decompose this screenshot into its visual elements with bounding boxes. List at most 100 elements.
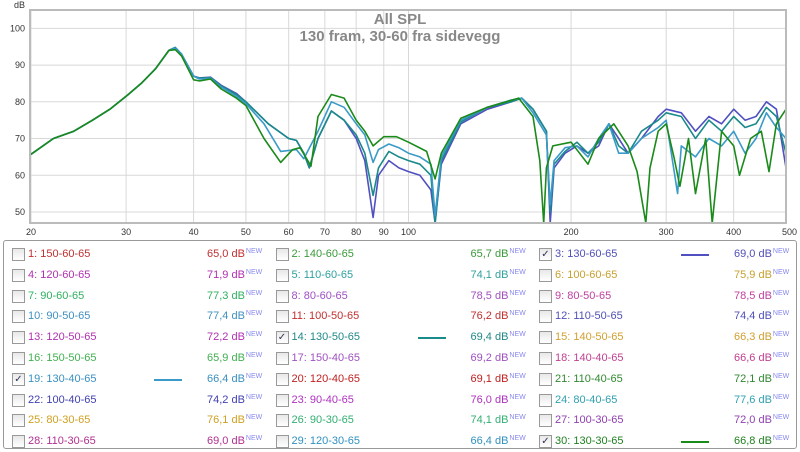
measurement-checkbox[interactable] — [275, 248, 289, 261]
measurement-label[interactable]: 5: 110-60-65 — [291, 268, 354, 281]
measurement-label[interactable]: 22: 100-40-65 — [28, 393, 97, 406]
measurement-label[interactable]: 17: 150-40-65 — [291, 352, 361, 364]
legend-item: 18: 140-40-65 66,6 dBNEW — [535, 351, 797, 367]
measurement-label[interactable]: 1: 150-60-65 — [28, 248, 91, 260]
measurement-checkbox[interactable] — [12, 331, 25, 345]
trace-color-swatch[interactable] — [417, 337, 446, 340]
level-value: 76,0 dB — [470, 393, 509, 406]
spl-chart[interactable]: dB 20 30 40 50 60 70 80 90 100 200 300 400 500 Hz 50 6… — [0, 0, 800, 240]
level-value: 65,9 dB — [207, 352, 245, 364]
measurement-label[interactable]: 7: 90-60-65 — [28, 289, 85, 302]
measurement-checkbox[interactable] — [12, 289, 25, 303]
measurement-checkbox[interactable] — [539, 268, 552, 282]
legend-item: 6: 100-60-65 75,9 dBNEW — [535, 268, 797, 284]
new-badge: NEW — [245, 372, 263, 380]
y-tick-label: 60 — [15, 170, 25, 180]
x-tick-label: 30 — [121, 227, 131, 237]
measurement-checkbox[interactable] — [275, 414, 289, 428]
measurement-checkbox[interactable] — [275, 289, 289, 303]
legend-item: 7: 90-60-65 77,3 dBNEW — [8, 289, 270, 305]
measurement-checkbox[interactable] — [12, 393, 25, 407]
measurement-label[interactable]: 6: 100-60-65 — [555, 268, 618, 281]
measurement-level: 75,9 dBNEW — [734, 269, 789, 281]
measurement-checkbox[interactable]: ✓ — [275, 331, 289, 345]
measurement-level: 69,1 dBNEW — [471, 373, 526, 385]
level-value: 78,5 dB — [470, 289, 509, 302]
measurement-label[interactable]: 28: 110-30-65 — [28, 435, 96, 448]
measurement-checkbox[interactable] — [12, 248, 25, 261]
legend-item: 23: 90-40-65 76,0 dBNEW — [272, 393, 534, 409]
measurement-label[interactable]: 15: 140-50-65 — [555, 331, 624, 344]
measurement-label[interactable]: 20: 120-40-65 — [291, 372, 361, 385]
legend-item: 24: 80-40-65 77,6 dBNEW — [535, 393, 797, 409]
new-badge: NEW — [772, 435, 790, 443]
level-value: 74,1 dB — [470, 414, 509, 427]
measurement-checkbox[interactable] — [539, 414, 552, 428]
measurement-checkbox[interactable] — [539, 393, 552, 407]
measurement-label[interactable]: 13: 120-50-65 — [28, 331, 97, 344]
measurement-label[interactable]: 2: 140-60-65 — [291, 248, 354, 260]
measurement-level: 72,1 dBNEW — [734, 373, 789, 385]
measurement-checkbox[interactable] — [12, 435, 25, 449]
y-tick-label: 80 — [15, 97, 25, 107]
trace-color-swatch[interactable] — [681, 441, 709, 444]
legend-item: 4: 120-60-65 71,9 dBNEW — [8, 268, 270, 284]
measurement-checkbox[interactable] — [275, 310, 289, 324]
measurement-checkbox[interactable]: ✓ — [12, 372, 25, 386]
x-tick-label: 200 — [564, 227, 579, 237]
measurement-label[interactable]: 8: 80-60-65 — [291, 289, 348, 302]
measurement-level: 69,2 dBNEW — [471, 352, 526, 364]
measurement-checkbox[interactable] — [539, 331, 552, 345]
x-tick-label: 300 — [659, 227, 674, 237]
y-axis-label: dB — [14, 0, 25, 10]
measurement-legend: 1: 150-60-65 65,0 dBNEW 2: 140-60-65 65,7 d… — [3, 240, 797, 449]
measurement-label[interactable]: 11: 100-50-65 — [291, 310, 360, 323]
measurement-checkbox[interactable] — [539, 289, 552, 303]
measurement-label[interactable]: 18: 140-40-65 — [555, 352, 624, 364]
measurement-checkbox[interactable] — [275, 435, 289, 449]
measurement-checkbox[interactable] — [275, 393, 289, 407]
x-tick-label: 80 — [351, 227, 361, 237]
trace-color-swatch[interactable] — [681, 254, 709, 256]
measurement-checkbox[interactable] — [275, 372, 289, 386]
measurement-label[interactable]: 27: 100-30-65 — [555, 414, 624, 427]
legend-item: 12: 110-50-65 74,4 dBNEW — [535, 309, 797, 325]
legend-item: 9: 80-50-65 78,5 dBNEW — [535, 289, 797, 305]
legend-item: 20: 120-40-65 69,1 dBNEW — [272, 372, 534, 388]
measurement-label[interactable]: 10: 90-50-65 — [28, 310, 91, 323]
measurement-level: 78,5 dBNEW — [471, 290, 526, 302]
measurement-checkbox[interactable] — [539, 372, 552, 386]
measurement-label[interactable]: 9: 80-50-65 — [555, 289, 612, 302]
new-badge: NEW — [245, 268, 263, 276]
measurement-label[interactable]: 4: 120-60-65 — [28, 268, 91, 281]
measurement-checkbox[interactable] — [12, 352, 25, 365]
measurement-level: 76,1 dBNEW — [207, 414, 262, 426]
trace-color-swatch[interactable] — [154, 378, 182, 381]
measurement-label[interactable]: 26: 90-30-65 — [291, 414, 354, 427]
measurement-label[interactable]: 25: 80-30-65 — [28, 414, 91, 427]
measurement-checkbox[interactable] — [12, 268, 25, 282]
measurement-label[interactable]: 23: 90-40-65 — [291, 393, 354, 406]
measurement-checkbox[interactable]: ✓ — [539, 248, 552, 261]
measurement-checkbox[interactable] — [275, 352, 289, 365]
measurement-label[interactable]: 29: 120-30-65 — [291, 435, 361, 448]
measurement-label[interactable]: 16: 150-50-65 — [28, 352, 97, 364]
measurement-checkbox[interactable] — [12, 310, 25, 324]
measurement-label[interactable]: 30: 130-30-65 — [555, 435, 624, 448]
level-value: 66,4 dB — [207, 372, 245, 385]
measurement-checkbox[interactable] — [539, 352, 552, 365]
measurement-label[interactable]: 24: 80-40-65 — [555, 393, 618, 406]
measurement-label[interactable]: 14: 130-50-65 — [291, 331, 361, 344]
measurement-label[interactable]: 12: 110-50-65 — [555, 310, 623, 323]
measurement-label[interactable]: 21: 110-40-65 — [555, 372, 623, 385]
measurement-checkbox[interactable]: ✓ — [539, 435, 552, 449]
legend-item: 8: 80-60-65 78,5 dBNEW — [272, 289, 534, 305]
measurement-checkbox[interactable] — [12, 414, 25, 428]
y-tick-label: 100 — [10, 23, 25, 33]
measurement-checkbox[interactable] — [275, 268, 289, 282]
measurement-level: 69,0 dBNEW — [207, 435, 262, 447]
measurement-checkbox[interactable] — [539, 310, 552, 324]
measurement-label[interactable]: 3: 130-60-65 — [555, 248, 618, 260]
measurement-level: 74,1 dBNEW — [471, 414, 526, 426]
measurement-label[interactable]: 19: 130-40-65 — [28, 372, 97, 385]
